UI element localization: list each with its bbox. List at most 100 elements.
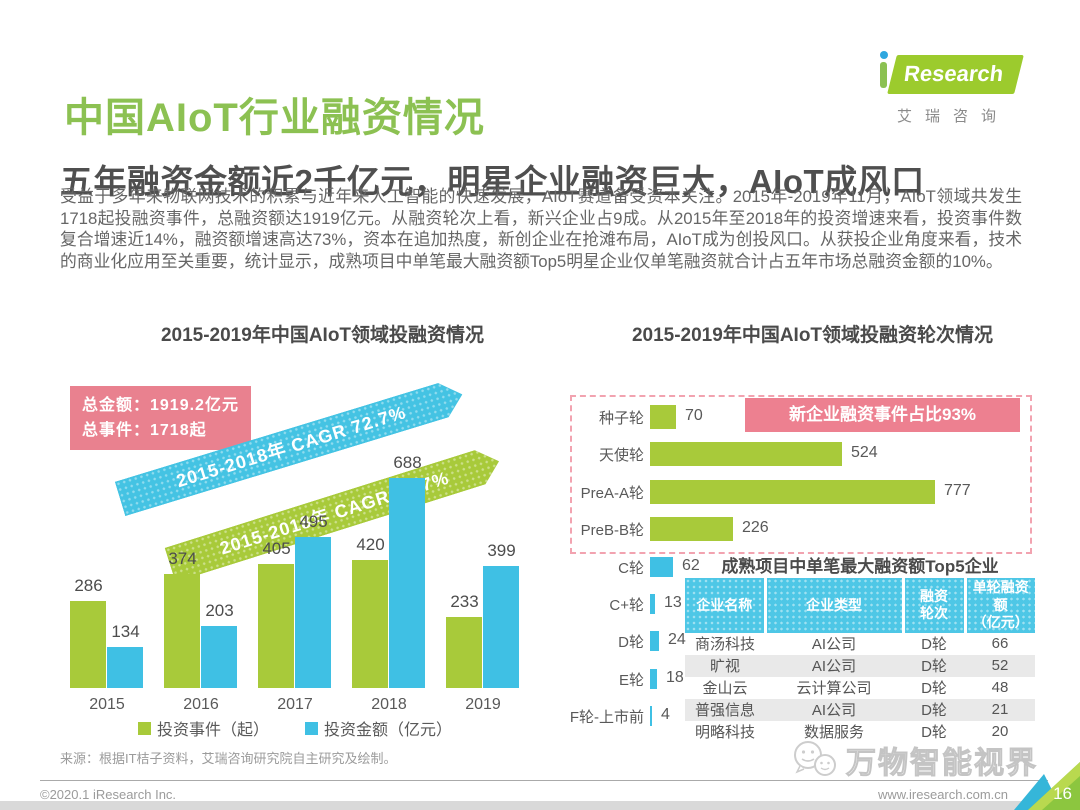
top5-table-title: 成熟项目中单笔最大融资额Top5企业 <box>721 557 999 576</box>
legend-item-events: 投资事件（起） <box>137 716 269 740</box>
copyright-text: ©2020.1 iResearch Inc. <box>40 787 177 802</box>
left-chart-title: 2015-2019年中国AIoT领域投融资情况 <box>160 325 485 346</box>
top5-cell: 金山云 <box>702 680 748 697</box>
logo-i-icon <box>880 51 888 88</box>
page-number: 16 <box>1053 784 1072 803</box>
top5-cell: AI公司 <box>765 698 903 721</box>
left-chart-legend: 投资事件（起） 投资金额（亿元） <box>60 716 530 740</box>
bar-value-label: 374 <box>168 549 197 568</box>
x-axis-label-2019: 2019 <box>465 696 501 713</box>
round-bar-6 <box>650 631 659 652</box>
iresearch-logo: Research 艾瑞咨询 <box>878 51 1028 126</box>
bar-2017-series0 <box>258 564 294 688</box>
round-label-8: F轮-上市前 <box>569 709 644 727</box>
round-value-0: 70 <box>685 407 703 424</box>
intro-paragraph: 受益于多年来物联网技术的积累与近年来人工智能的快速发展，AIoT赛道备受资本关注… <box>60 187 1022 271</box>
page-subtitle: 五年融资金额近2千亿元，明星企业融资巨大，AIoT成风口 <box>60 163 925 201</box>
round-bar-8 <box>650 706 652 727</box>
round-value-5: 13 <box>664 594 682 611</box>
top5-cell: D轮 <box>921 724 947 741</box>
bar-value-label: 286 <box>74 576 103 595</box>
round-bar-7 <box>650 668 657 689</box>
round-label-3: PreB-B轮 <box>580 522 644 540</box>
round-value-7: 18 <box>666 668 684 686</box>
logo-chinese-name: 艾瑞咨询 <box>896 108 1009 125</box>
bar-2019-series1 <box>483 566 519 688</box>
legend-item-amount: 投资金额（亿元） <box>305 716 452 740</box>
bar-2016-series0 <box>164 574 200 688</box>
bar-value-label: 399 <box>487 541 516 560</box>
round-bar-5 <box>650 594 655 614</box>
top5-cell: 21 <box>965 698 1035 721</box>
top5-col-header-0: 企业名称 <box>685 578 767 633</box>
round-value-6: 24 <box>668 631 686 649</box>
source-note: 来源：根据IT桔子资料，艾瑞咨询研究院自主研究及绘制。 <box>60 751 397 766</box>
top5-table: 企业名称 企业类型 融资 轮次 单轮融资额 （亿元） 商汤科技 AI公司 D轮 66 旷视 AI公… <box>685 578 1035 743</box>
round-label-1: 天使轮 <box>598 447 644 465</box>
bar-value-label: 420 <box>356 535 385 554</box>
bar-2019-series0 <box>446 617 482 688</box>
left-chart-section: 2015-2019年中国AIoT领域投融资情况 总金额：1919.2亿元 总事件… <box>60 320 530 750</box>
watermark: 万物智能视界 <box>792 738 1038 782</box>
bar-2018-series0 <box>352 560 388 688</box>
top5-col-header-2: 融资 轮次 <box>903 578 967 633</box>
legend-swatch-blue <box>305 721 318 735</box>
round-label-6: D轮 <box>618 634 644 652</box>
x-axis-label-2016: 2016 <box>183 696 219 713</box>
grouped-bar-chart: 286 134 2015 374 203 2016 405 495 2017 420 688 2018… <box>60 320 530 750</box>
top5-row-1: 旷视 AI公司 D轮 52 <box>685 654 1035 677</box>
round-bar-3 <box>650 517 733 542</box>
top5-cell: AI公司 <box>765 654 903 677</box>
bar-2015-series1 <box>107 647 143 688</box>
round-bar-0 <box>650 405 676 429</box>
bar-2017-series1 <box>295 537 331 688</box>
top5-row-2: 金山云 云计算公司 D轮 48 <box>685 677 1035 699</box>
watermark-text: 万物智能视界 <box>846 747 1038 781</box>
top5-cell: 52 <box>965 654 1035 677</box>
right-chart-section: 2015-2019年中国AIoT领域投融资轮次情况 新企业融资事件占比93% 种… <box>560 320 1040 750</box>
page-title: 中国AIoT行业融资情况 <box>64 95 485 140</box>
right-chart-title: 2015-2019年中国AIoT领域投融资轮次情况 <box>631 325 994 346</box>
x-axis-label-2015: 2015 <box>89 696 125 713</box>
top5-cell: 48 <box>991 679 1009 696</box>
top5-cell: 商汤科技 <box>694 636 755 653</box>
top5-col-header-3: 单轮融资额 （亿元） <box>965 578 1035 633</box>
round-label-7: E轮 <box>618 671 644 689</box>
top5-row-0: 商汤科技 AI公司 D轮 66 <box>685 633 1035 655</box>
round-value-4: 62 <box>682 556 700 574</box>
bar-value-label: 688 <box>393 453 422 472</box>
round-value-1: 524 <box>851 444 878 462</box>
bar-value-label: 233 <box>450 592 479 611</box>
top5-cell: 旷视 <box>685 654 765 677</box>
round-label-4: C轮 <box>618 559 644 577</box>
bar-value-label: 495 <box>299 512 328 531</box>
website-url: www.iresearch.com.cn <box>877 787 1008 802</box>
bar-value-label: 203 <box>205 601 234 620</box>
top5-row-3: 普强信息 AI公司 D轮 21 <box>685 698 1035 721</box>
round-bar-4 <box>650 556 673 577</box>
new-enterprise-highlight-box <box>570 395 1032 554</box>
summary-box: 总金额：1919.2亿元 总事件：1718起 <box>70 386 251 450</box>
top5-row-4: 明略科技 数据服务 D轮 20 <box>685 721 1035 743</box>
bar-2015-series0 <box>70 601 106 688</box>
bar-2018-series1 <box>389 478 425 688</box>
bar-2016-series1 <box>201 626 237 688</box>
bar-value-label: 134 <box>111 622 140 641</box>
round-value-3: 226 <box>742 519 769 537</box>
round-value-2: 777 <box>944 481 971 499</box>
iresearch-logo-mark: Research <box>878 51 1028 97</box>
top5-cell: 20 <box>991 723 1009 740</box>
corner-decoration <box>1014 762 1080 810</box>
wechat-bubbles-icon <box>794 741 836 776</box>
top5-cell: 明略科技 <box>694 724 755 741</box>
round-bar-2 <box>650 479 935 504</box>
footer-divider <box>40 780 1048 781</box>
round-label-2: PreA-A轮 <box>580 484 644 502</box>
bar-value-label: 405 <box>262 539 291 558</box>
summary-total-amount: 总金额：1919.2亿元 <box>82 397 239 414</box>
new-enterprise-badge: 新企业融资事件占比93% <box>745 398 1020 432</box>
logo-brand-text: Research <box>902 61 1005 86</box>
top5-cell: D轮 <box>903 654 965 677</box>
top5-cell: D轮 <box>921 636 947 653</box>
